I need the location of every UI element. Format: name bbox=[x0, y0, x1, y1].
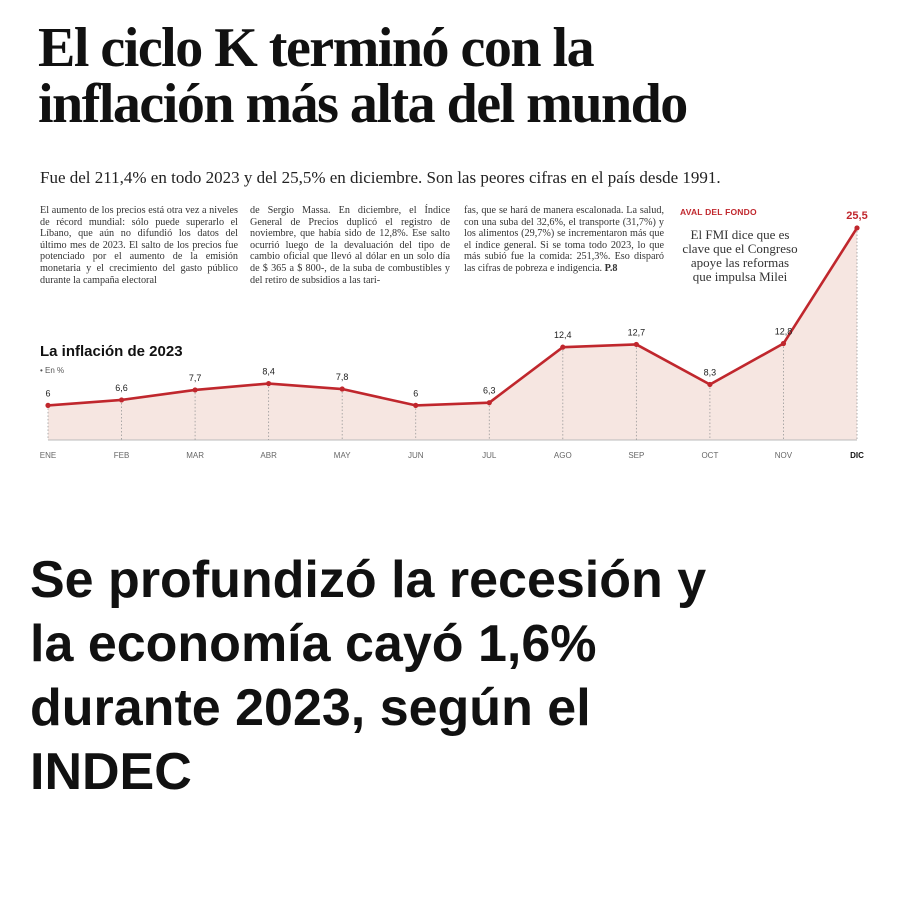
data-label-dic: 25,5 bbox=[846, 210, 867, 222]
x-tick-label-may: MAY bbox=[334, 451, 351, 460]
data-label-feb: 6,6 bbox=[115, 383, 128, 393]
chart-area-fill bbox=[48, 227, 857, 440]
page-reference: P.8 bbox=[604, 262, 618, 274]
data-point-may bbox=[339, 386, 345, 392]
x-tick-label-ago: AGO bbox=[554, 451, 572, 460]
data-label-jul: 6,3 bbox=[483, 386, 496, 396]
headline-line-1: El ciclo K terminó con la bbox=[38, 17, 595, 79]
data-point-abr bbox=[266, 380, 272, 387]
data-point-dic bbox=[854, 225, 860, 231]
data-label-may: 7,8 bbox=[336, 372, 349, 382]
x-tick-label-sep: SEP bbox=[628, 451, 644, 460]
data-point-sep bbox=[633, 341, 639, 348]
x-tick-label-nov: NOV bbox=[775, 451, 793, 460]
x-tick-label-oct: OCT bbox=[701, 451, 718, 460]
sidebar-kicker: AVAL DEL FONDO bbox=[680, 207, 757, 217]
x-tick-label-jun: JUN bbox=[408, 451, 424, 460]
data-point-feb bbox=[118, 397, 125, 403]
bottom-headline-line-3: durante 2023, según el bbox=[30, 679, 591, 737]
bottom-headline-line-4: INDEC bbox=[30, 743, 192, 801]
x-tick-label-ene: ENE bbox=[40, 451, 56, 460]
data-label-ago: 12,4 bbox=[554, 330, 572, 340]
x-tick-label-mar: MAR bbox=[186, 451, 204, 460]
data-label-ene: 6 bbox=[45, 388, 50, 398]
subheadline: Fue del 211,4% en todo 2023 y del 25,5% … bbox=[40, 168, 721, 187]
data-label-jun: 6 bbox=[413, 388, 418, 398]
article-column-1: El aumento de los precios está otra vez … bbox=[40, 205, 238, 286]
data-label-abr: 8,4 bbox=[262, 367, 275, 377]
data-point-jul bbox=[486, 400, 492, 406]
bottom-headline-line-1: Se profundizó la recesión y bbox=[30, 551, 707, 609]
data-label-oct: 8,3 bbox=[704, 367, 717, 377]
bottom-headline: Se profundizó la recesión y la economía … bbox=[30, 548, 870, 804]
data-point-jun bbox=[413, 402, 419, 408]
x-tick-label-feb: FEB bbox=[114, 451, 130, 460]
chart-title: La inflación de 2023 bbox=[40, 343, 183, 360]
inflation-line bbox=[47, 227, 859, 407]
data-point-nov bbox=[780, 340, 787, 347]
data-label-nov: 12,8 bbox=[775, 327, 793, 337]
x-tick-label-abr: ABR bbox=[260, 451, 277, 460]
article-column-3-text: fas, que se hará de manera escalonada. L… bbox=[464, 205, 664, 274]
bottom-headline-line-2: la economía cayó 1,6% bbox=[30, 615, 597, 673]
sidebar-text: El FMI dice que es clave que el Congreso… bbox=[682, 227, 798, 284]
data-point-ago bbox=[560, 344, 566, 350]
data-point-oct bbox=[707, 381, 713, 388]
data-point-ene bbox=[45, 402, 51, 408]
headline-line-2: inflación más alta del mundo bbox=[38, 73, 688, 135]
data-point-mar bbox=[192, 387, 198, 393]
chart-unit-note: • En % bbox=[40, 366, 65, 375]
article-column-2: de Sergio Massa. En diciembre, el Índice… bbox=[250, 205, 450, 286]
headline: El ciclo K terminó con la inflación más … bbox=[38, 20, 878, 132]
data-label-mar: 7,7 bbox=[189, 373, 202, 383]
x-tick-label-dic: DIC bbox=[850, 451, 864, 460]
article-column-3: fas, que se hará de manera escalonada. L… bbox=[464, 205, 664, 275]
data-label-sep: 12,7 bbox=[628, 327, 646, 337]
x-tick-label-jul: JUL bbox=[482, 451, 497, 460]
